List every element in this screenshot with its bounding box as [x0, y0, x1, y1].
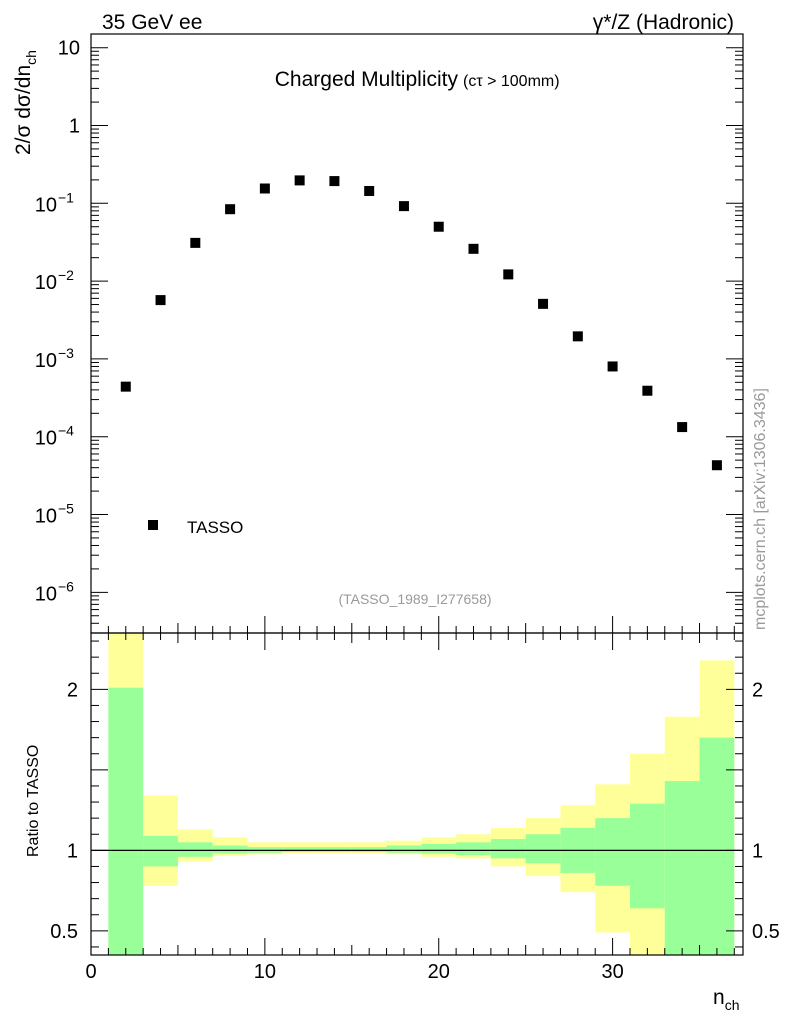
x-axis-label: nch [713, 986, 739, 1013]
x-axis-label-sub: ch [725, 997, 740, 1013]
x-tick-label-1: 10 [254, 961, 276, 983]
inner-band-bin-16 [664, 781, 700, 955]
data-point-12 [538, 298, 549, 309]
data-point-9 [433, 221, 444, 232]
data-point-15 [642, 385, 653, 396]
data-point-1 [155, 295, 166, 306]
data-point-4 [259, 183, 270, 194]
inner-band-bin-5 [282, 847, 318, 852]
chart-title: Charged Multiplicity [275, 68, 459, 91]
data-point-8 [398, 201, 409, 212]
upper-plot-frame [90, 33, 744, 634]
ratio-y-tick-label-left-1: 1 [67, 840, 78, 862]
inner-band-bin-10 [456, 842, 491, 856]
legend-label-tasso: TASSO [187, 518, 243, 537]
data-point-6 [329, 176, 340, 187]
inner-band-bin-15 [629, 803, 665, 909]
data-markers [120, 175, 722, 471]
data-point-7 [364, 185, 375, 196]
x-tick-label-0: 0 [85, 961, 96, 983]
ratio-y-tick-label-right-1: 1 [752, 840, 763, 862]
inner-band-bin-12 [525, 834, 561, 864]
y-tick-label-1: 1 [69, 116, 80, 138]
ratio-y-tick-label-right-0: 0.5 [752, 921, 780, 943]
energy-label: 35 GeV ee [102, 11, 202, 34]
lower-axis-ticks: 0 10 20 30 0.5 0.5 1 1 2 2 [50, 633, 780, 983]
inner-band-bin-11 [490, 839, 526, 859]
data-point-10 [468, 243, 479, 254]
y-axis-label-sub: ch [23, 50, 39, 65]
inner-band-bin-1 [143, 835, 178, 867]
y-tick-label-exp-5: −4 [58, 423, 74, 439]
ratio-y-tick-label-left-2: 2 [67, 679, 78, 701]
y-axis-label-main: 2/σ dσ/dn [12, 65, 35, 155]
inner-band-bin-0 [108, 687, 144, 955]
data-point-13 [572, 331, 583, 342]
y-tick-label-exp-4: −3 [58, 345, 74, 361]
inner-band-bin-9 [421, 843, 457, 854]
y-axis-label: 2/σ dσ/dnch [12, 50, 39, 155]
chart-title-suffix: (cτ > 100mm) [463, 73, 560, 90]
y-tick-label-exp-3: −2 [58, 267, 74, 283]
inner-band-bin-2 [177, 842, 213, 857]
analysis-source-label: (TASSO_1989_I277658) [338, 591, 491, 607]
x-tick-label-3: 30 [601, 961, 623, 983]
data-point-3 [225, 204, 236, 215]
ratio-y-tick-label-right-2: 2 [752, 679, 763, 701]
ratio-bands [108, 633, 735, 955]
y-tick-label-exp-6: −5 [58, 501, 74, 517]
data-point-5 [294, 175, 305, 186]
data-point-14 [607, 361, 618, 372]
y-tick-label-2: 10 [35, 194, 57, 216]
side-attribution: mcplots.cern.ch [arXiv:1306.3436] [752, 388, 769, 630]
data-point-2 [190, 237, 201, 248]
y-tick-label-exp-7: −6 [58, 578, 74, 594]
y-tick-label-3: 10 [35, 272, 57, 294]
y-tick-label-6: 10 [35, 506, 57, 528]
data-point-16 [677, 422, 688, 433]
data-point-0 [120, 381, 131, 392]
process-label: γ*/Z (Hadronic) [593, 11, 734, 34]
inner-band-bin-6 [317, 847, 352, 852]
ratio-plot-frame [90, 632, 744, 956]
x-tick-label-2: 20 [428, 961, 450, 983]
inner-band-bin-8 [386, 845, 422, 853]
data-point-11 [503, 269, 514, 280]
y-tick-label-4: 10 [35, 350, 57, 372]
data-point-17 [711, 460, 722, 471]
inner-band-bin-14 [595, 818, 630, 886]
ratio-y-axis-label: Ratio to TASSO [25, 745, 42, 857]
x-axis-label-main: n [713, 986, 725, 1009]
y-tick-label-5: 10 [35, 428, 57, 450]
inner-band-bin-17 [699, 737, 735, 955]
y-tick-label-0: 10 [58, 38, 80, 60]
inner-band-bin-3 [212, 845, 248, 854]
inner-band-bin-7 [351, 847, 387, 852]
ratio-y-tick-label-left-0: 0.5 [50, 921, 78, 943]
legend-marker [148, 520, 158, 530]
y-tick-label-7: 10 [35, 583, 57, 605]
y-tick-label-exp-2: −1 [58, 189, 74, 205]
